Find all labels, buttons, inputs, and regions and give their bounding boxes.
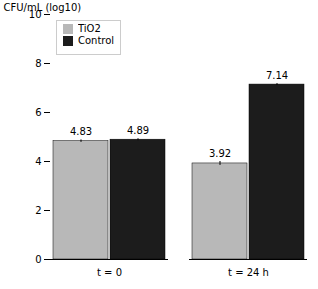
svg-text:CFU/mL (log10): CFU/mL (log10) bbox=[4, 2, 82, 13]
svg-text:0: 0 bbox=[35, 254, 41, 265]
svg-text:t = 24 h: t = 24 h bbox=[228, 267, 269, 278]
svg-text:3.92: 3.92 bbox=[209, 148, 231, 159]
svg-text:2: 2 bbox=[35, 205, 41, 216]
svg-text:4.89: 4.89 bbox=[127, 125, 149, 136]
html-text:TiO2: TiO2 bbox=[78, 23, 101, 34]
html-text:Control: Control bbox=[78, 35, 115, 46]
svg-text:4: 4 bbox=[35, 156, 41, 167]
svg-text:t = 0: t = 0 bbox=[97, 267, 122, 278]
svg-text:6: 6 bbox=[35, 107, 41, 118]
svg-text:4.83: 4.83 bbox=[70, 126, 92, 137]
svg-text:10: 10 bbox=[28, 8, 42, 20]
svg-text:7.14: 7.14 bbox=[266, 70, 288, 81]
svg-text:8: 8 bbox=[35, 58, 41, 69]
